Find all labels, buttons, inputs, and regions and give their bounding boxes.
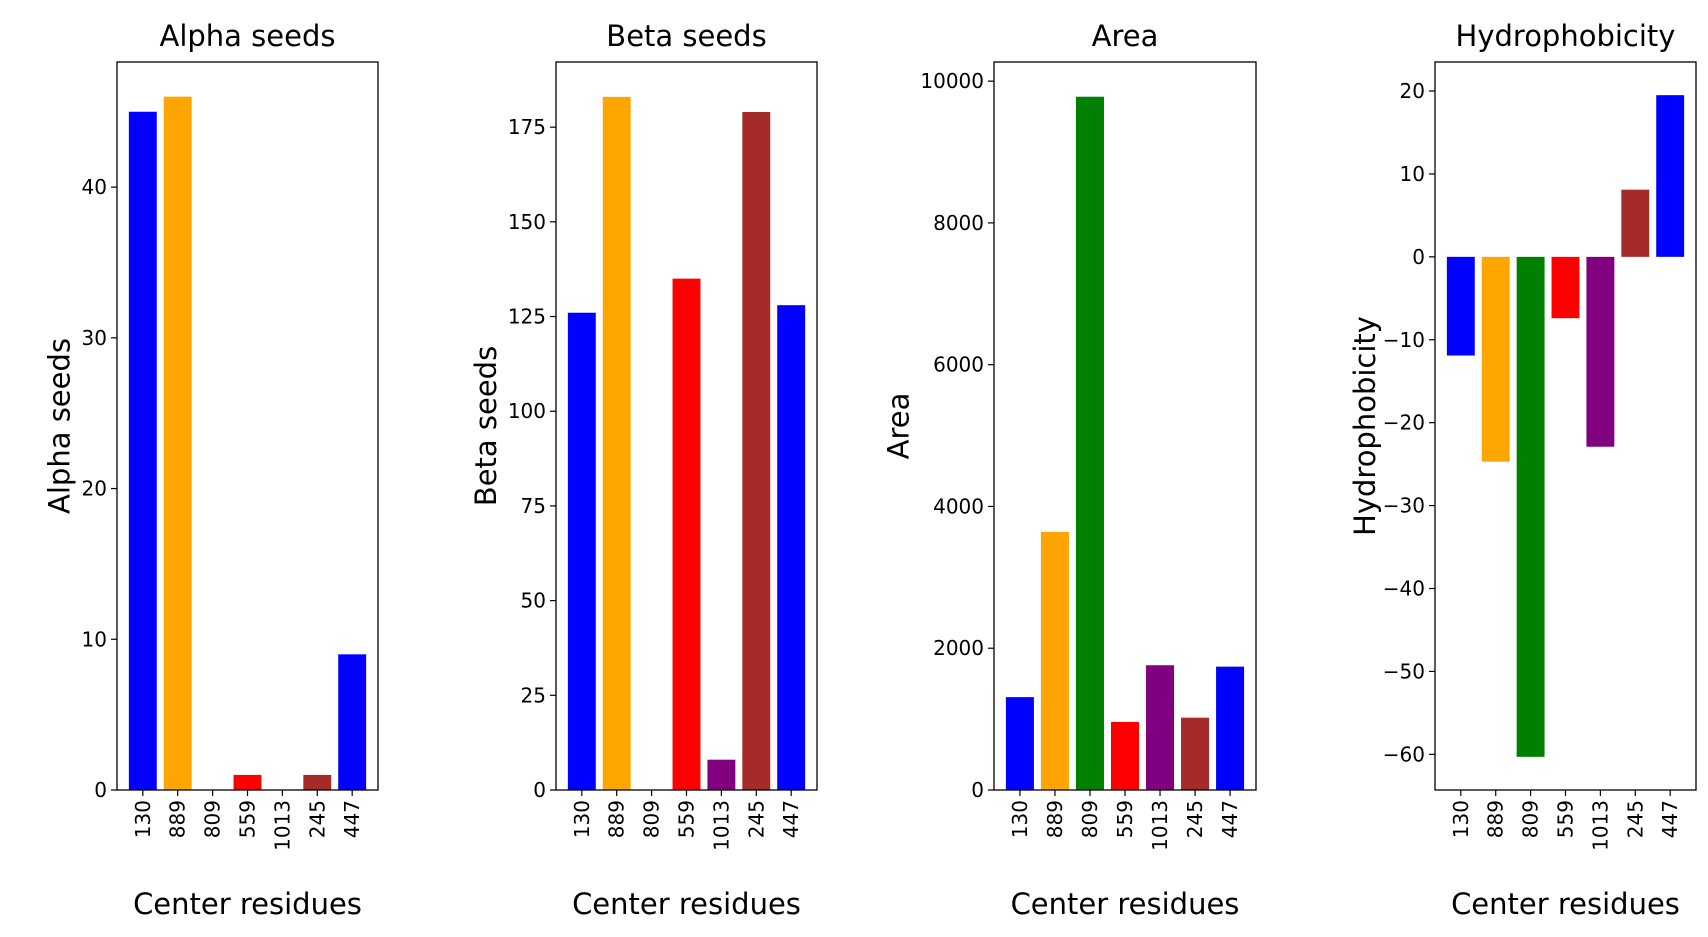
bar xyxy=(1551,256,1580,319)
y-tick-label: −40 xyxy=(1383,577,1425,601)
subplot-beta-seeds: 0 25 50 75 100 125 150 175 130 889 809 559 1013 245 44… xyxy=(469,19,818,921)
x-axis-label: Center residues xyxy=(1011,887,1240,921)
x-tick-label: 559 xyxy=(236,800,260,838)
x-tick-label: 447 xyxy=(779,800,803,838)
x-tick-label: 1013 xyxy=(1148,800,1172,851)
bar xyxy=(1040,531,1069,790)
y-tick-label: 50 xyxy=(521,589,546,613)
y-tick-label: 0 xyxy=(533,778,546,802)
y-axis-label: Area xyxy=(882,393,916,460)
bar xyxy=(707,759,736,790)
bar xyxy=(672,278,701,790)
x-tick-label: 889 xyxy=(1043,800,1067,838)
chart-title: Area xyxy=(1092,19,1159,53)
y-tick-label: 8000 xyxy=(933,211,984,235)
bar xyxy=(1110,721,1140,790)
x-tick-label: 447 xyxy=(340,800,364,838)
y-tick-label: 10 xyxy=(1400,162,1425,186)
subplot-hydrophobicity: −60 −50 −40 −30 −20 −10 0 10 20 130 889 809 559 1013 2… xyxy=(1348,19,1697,921)
bar xyxy=(128,111,157,790)
y-tick-label: 20 xyxy=(82,477,107,501)
bar xyxy=(1481,256,1510,462)
y-tick-label: 100 xyxy=(508,399,546,423)
y-tick-label: 20 xyxy=(1400,79,1425,103)
x-tick-label: 130 xyxy=(1008,800,1032,838)
bar xyxy=(1075,96,1104,790)
bar xyxy=(1146,665,1175,790)
x-tick-label: 559 xyxy=(675,800,699,838)
y-tick-label: 150 xyxy=(508,210,546,234)
chart-title: Alpha seeds xyxy=(160,19,336,53)
x-tick-label: 889 xyxy=(166,800,190,838)
x-tick-label: 1013 xyxy=(1588,800,1612,851)
y-tick-label: 30 xyxy=(82,326,107,350)
bar xyxy=(567,312,596,790)
x-tick-label: 809 xyxy=(1519,800,1543,838)
x-tick-label: 245 xyxy=(744,800,768,838)
bar xyxy=(1656,95,1685,257)
y-tick-label: 10000 xyxy=(920,69,984,93)
y-tick-label: −30 xyxy=(1383,494,1425,518)
y-axis-label: Alpha seeds xyxy=(43,338,77,514)
y-tick-label: 75 xyxy=(521,494,546,518)
bar xyxy=(1621,189,1650,257)
x-axis-label: Center residues xyxy=(1451,887,1680,921)
y-tick-label: 40 xyxy=(82,175,107,199)
y-tick-label: 10 xyxy=(82,627,107,651)
bar xyxy=(742,111,771,790)
bar xyxy=(777,305,806,790)
bar xyxy=(602,96,631,790)
x-tick-label: 130 xyxy=(570,800,594,838)
x-tick-label: 447 xyxy=(1658,800,1682,838)
y-axis-label: Beta seeds xyxy=(469,346,503,506)
x-tick-label: 447 xyxy=(1218,800,1242,838)
x-tick-label: 245 xyxy=(1183,800,1207,838)
bar xyxy=(303,774,332,790)
bar xyxy=(163,96,192,790)
y-tick-label: −50 xyxy=(1383,659,1425,683)
y-tick-label: 0 xyxy=(94,778,107,802)
x-tick-label: 809 xyxy=(640,800,664,838)
x-tick-label: 130 xyxy=(1449,800,1473,838)
y-tick-label: −10 xyxy=(1383,328,1425,352)
chart-title: Beta seeds xyxy=(606,19,766,53)
x-tick-label: 809 xyxy=(1078,800,1102,838)
subplot-area: 0 2000 4000 6000 8000 10000 130 889 809 559 1013 24… xyxy=(882,19,1257,921)
x-axis-label: Center residues xyxy=(572,887,801,921)
y-tick-label: 6000 xyxy=(933,353,984,377)
bar xyxy=(1586,256,1615,447)
x-tick-label: 130 xyxy=(131,800,155,838)
x-axis-label: Center residues xyxy=(133,887,362,921)
bar xyxy=(1181,717,1210,790)
bar xyxy=(338,654,367,790)
y-tick-label: −20 xyxy=(1383,411,1425,435)
x-tick-label: 245 xyxy=(305,800,329,838)
x-tick-label: 809 xyxy=(201,800,225,838)
x-tick-label: 1013 xyxy=(709,800,733,851)
bar xyxy=(1216,666,1245,790)
bar xyxy=(1446,256,1475,356)
y-axis-label: Hydrophobicity xyxy=(1348,316,1382,536)
x-tick-label: 889 xyxy=(605,800,629,838)
chart-title: Hydrophobicity xyxy=(1456,19,1676,53)
x-tick-label: 559 xyxy=(1113,800,1137,838)
bar xyxy=(233,774,262,790)
y-tick-label: −60 xyxy=(1383,742,1425,766)
x-tick-label: 889 xyxy=(1484,800,1508,838)
subplot-alpha-seeds: 0 10 20 30 40 130 889 809 559 1013 245 447 Alpha see… xyxy=(43,19,379,921)
y-tick-label: 25 xyxy=(521,683,546,707)
y-tick-label: 125 xyxy=(508,305,546,329)
bar xyxy=(1516,256,1545,757)
x-tick-label: 559 xyxy=(1554,800,1578,838)
x-tick-label: 1013 xyxy=(270,800,294,851)
y-tick-label: 4000 xyxy=(933,494,984,518)
y-tick-label: 0 xyxy=(1412,245,1425,269)
y-tick-label: 2000 xyxy=(933,636,984,660)
x-tick-label: 245 xyxy=(1623,800,1647,838)
y-tick-label: 175 xyxy=(508,115,546,139)
y-tick-label: 0 xyxy=(971,778,984,802)
bar xyxy=(1005,697,1034,790)
